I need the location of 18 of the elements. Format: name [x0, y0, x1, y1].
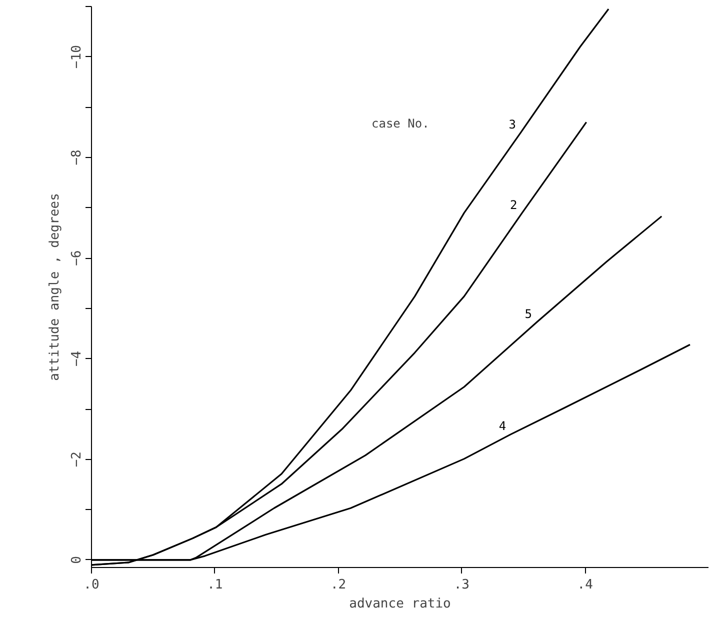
x-tick-label: .4 [577, 578, 594, 592]
x-axis-title: advance ratio [349, 596, 451, 612]
x-tick-label: .3 [454, 578, 470, 592]
annotation: 3 [508, 117, 516, 132]
annotation: 4 [498, 419, 506, 434]
y-tick-label: −6 [70, 250, 84, 266]
x-tick-label: .2 [330, 578, 346, 592]
y-axis-title: attitude angle , degrees [48, 193, 62, 381]
x-tick-label: .0 [84, 578, 100, 592]
annotation: case No. [372, 116, 430, 130]
y-tick-label: −10 [70, 45, 84, 69]
annotation: 5 [524, 306, 532, 321]
annotation: 2 [510, 198, 518, 212]
y-tick-label: −2 [70, 451, 84, 468]
x-tick-label: .1 [207, 578, 223, 592]
y-tick-label: 0 [70, 556, 84, 564]
y-tick-label: −4 [70, 350, 84, 367]
y-tick-label: −8 [70, 150, 84, 166]
